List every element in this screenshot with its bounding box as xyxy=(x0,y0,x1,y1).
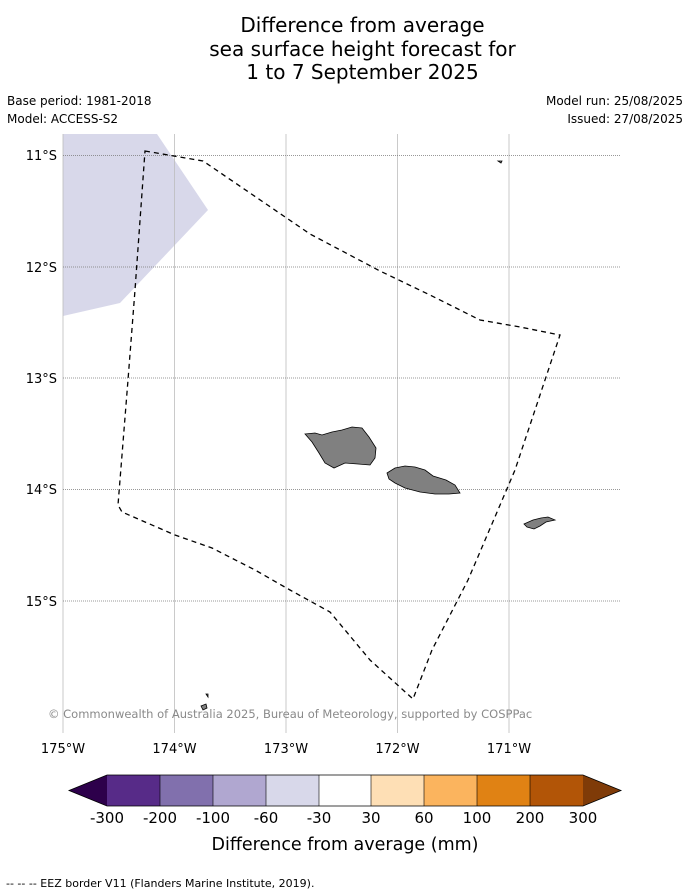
colorbar-tick: 100 xyxy=(463,809,492,827)
savaii-island xyxy=(304,426,377,469)
title-line-2: sea surface height forecast for xyxy=(209,36,516,61)
lat-label-14s: 14°S xyxy=(26,483,57,498)
gridlines xyxy=(62,134,510,733)
colorbar-label: Difference from average (mm) xyxy=(211,835,478,855)
colorbar-tick: -100 xyxy=(196,809,230,827)
colorbar-tick: -30 xyxy=(307,809,332,827)
colorbar-bin-3 xyxy=(213,775,266,806)
lon-label-175w: 175°W xyxy=(41,742,85,757)
lat-label-15s: 15°S xyxy=(26,595,57,610)
title-line-3: 1 to 7 September 2025 xyxy=(246,60,479,84)
meta-right: Model run: 25/08/2025 Issued: 27/08/2025 xyxy=(546,94,683,130)
colorbar-tick: -300 xyxy=(90,809,124,827)
colorbar-tick: 30 xyxy=(361,809,380,827)
colorbar-bin-4 xyxy=(266,775,319,806)
issued-date: Issued: 27/08/2025 xyxy=(567,112,683,126)
model-name: Model: ACCESS-S2 xyxy=(7,112,119,126)
colorbar-bin-1 xyxy=(107,775,160,806)
parallels xyxy=(63,155,620,602)
colorbar-tick: -200 xyxy=(143,809,177,827)
base-period: Base period: 1981-2018 xyxy=(7,94,152,108)
colorbar-bin-7 xyxy=(424,775,477,806)
lon-labels: 175°W 174°W 173°W 172°W 171°W xyxy=(41,742,531,757)
lat-label-12s: 12°S xyxy=(26,261,57,276)
tutuila-island xyxy=(523,516,557,530)
colorbar-tick: 200 xyxy=(516,809,545,827)
rose-atoll xyxy=(496,160,503,164)
colorbar-tick: 60 xyxy=(414,809,433,827)
meta-left: Base period: 1981-2018 Model: ACCESS-S2 xyxy=(7,94,152,130)
colorbar-over-arrow xyxy=(583,775,621,806)
colorbar: -300 -200 -100 -60 -30 30 60 100 200 300… xyxy=(67,774,623,855)
colorbar-bin-5 xyxy=(319,775,371,806)
lat-label-13s: 13°S xyxy=(26,372,57,387)
colorbar-tick-labels: -300 -200 -100 -60 -30 30 60 100 200 300 xyxy=(90,809,597,827)
colorbar-under-arrow xyxy=(69,775,107,806)
colorbar-dividers xyxy=(159,775,531,806)
lon-label-172w: 172°W xyxy=(375,742,419,757)
chart-title: Difference from average sea surface heig… xyxy=(0,13,690,85)
colorbar-tick: -60 xyxy=(254,809,279,827)
colorbar-outline xyxy=(67,774,623,807)
colorbar-bin-2 xyxy=(160,775,213,806)
lat-label-11s: 11°S xyxy=(26,149,57,164)
lat-labels: 11°S 12°S 13°S 14°S 15°S xyxy=(26,149,57,610)
colorbar-tick: 300 xyxy=(569,809,598,827)
anomaly-region xyxy=(63,134,208,316)
islands xyxy=(200,160,557,711)
colorbar-bin-9 xyxy=(530,775,583,806)
colorbar-bin-6 xyxy=(371,775,424,806)
southwest-islet-small xyxy=(205,693,209,699)
colorbar-bin-8 xyxy=(477,775,530,806)
lon-label-174w: 174°W xyxy=(152,742,196,757)
lon-label-173w: 173°W xyxy=(264,742,308,757)
lon-label-171w: 171°W xyxy=(487,742,531,757)
upolu-island xyxy=(386,465,461,495)
copyright-note: © Commonwealth of Australia 2025, Bureau… xyxy=(48,707,532,721)
southwest-islet xyxy=(200,703,208,711)
model-run: Model run: 25/08/2025 xyxy=(545,94,683,108)
title-line-1: Difference from average xyxy=(240,13,485,37)
eez-footnote: -- -- -- EEZ border V11 (Flanders Marine… xyxy=(6,877,315,890)
eez-border xyxy=(117,150,561,701)
